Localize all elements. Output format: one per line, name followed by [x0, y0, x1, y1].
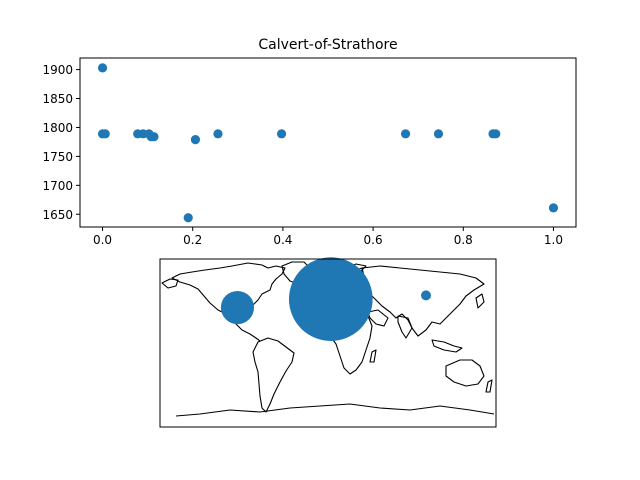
y-tick-label: 1800 — [42, 121, 73, 135]
scatter-point — [213, 129, 223, 139]
scatter-plot-frame — [79, 57, 577, 228]
x-tick-label: 0.6 — [364, 233, 383, 247]
scatter-point — [100, 129, 110, 139]
y-axis-ticks: 1650 1700 1750 1800 1850 1900 — [42, 63, 80, 222]
new-zealand-outline — [485, 379, 493, 393]
map-bubble — [288, 257, 373, 341]
india-outline — [397, 315, 413, 339]
scatter-point — [400, 129, 411, 139]
asia-outline — [361, 265, 485, 337]
map-panel — [159, 257, 497, 428]
x-tick-label: 0.4 — [273, 233, 292, 247]
x-tick-label: 0.0 — [93, 233, 112, 247]
y-tick-label: 1700 — [42, 179, 73, 193]
scatter-point — [491, 129, 501, 139]
south-america-outline — [252, 337, 295, 413]
y-tick-label: 1900 — [42, 63, 73, 77]
map-bubble — [220, 290, 255, 325]
y-tick-label: 1850 — [42, 92, 73, 106]
arabia-outline — [367, 309, 389, 327]
x-axis-ticks: 0.0 0.2 0.4 0.6 0.8 1.0 — [93, 227, 563, 247]
indonesia-outline — [431, 339, 463, 353]
scatter-point — [149, 132, 159, 142]
y-tick-label: 1650 — [42, 208, 73, 222]
map-bubbles — [220, 257, 431, 341]
scatter-panel: Calvert-of-Strathore 0.0 0.2 0.4 0.6 0.8 1.0 … — [42, 37, 577, 247]
alaska-outline — [161, 278, 179, 289]
scatter-point — [190, 135, 201, 145]
map-frame — [159, 258, 497, 428]
madagascar-outline — [369, 349, 377, 363]
scatter-point — [548, 203, 559, 213]
scatter-points — [97, 63, 559, 223]
x-tick-label: 0.8 — [454, 233, 473, 247]
scatter-point — [97, 63, 108, 73]
scatter-point — [433, 129, 444, 139]
scatter-point — [183, 213, 193, 223]
map-bubble — [421, 290, 431, 301]
chart-title: Calvert-of-Strathore — [258, 37, 397, 53]
antarctica-outline — [175, 403, 495, 417]
north-america-outline — [171, 262, 286, 323]
y-tick-label: 1750 — [42, 150, 73, 164]
scatter-point — [276, 129, 287, 139]
australia-outline — [445, 359, 485, 387]
x-tick-label: 0.2 — [183, 233, 202, 247]
japan-outline — [475, 293, 485, 309]
x-tick-label: 1.0 — [544, 233, 563, 247]
